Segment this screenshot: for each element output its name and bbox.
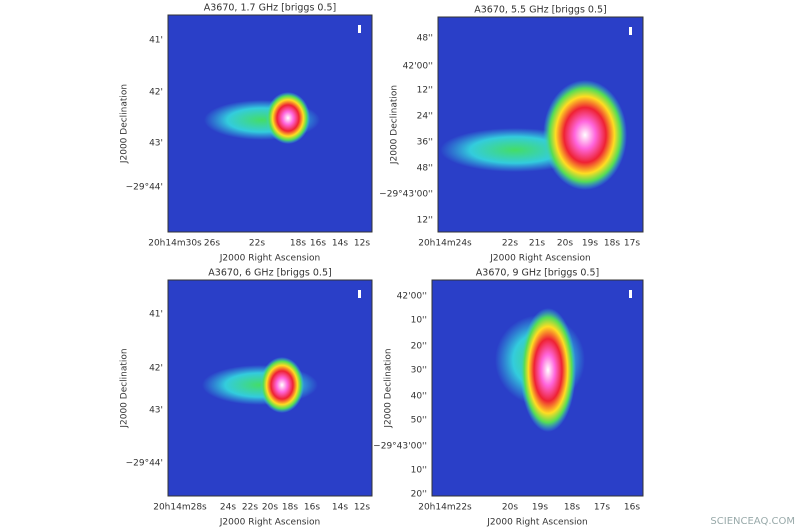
y-tick-label: 12'' (417, 86, 433, 96)
x-tick-label: 20h14m22s (418, 503, 472, 513)
beam-marker (358, 25, 361, 33)
y-axis-label: J2000 Declination (120, 348, 130, 428)
x-axis-label: J2000 Right Ascension (486, 518, 587, 528)
y-tick-label: 20'' (411, 490, 427, 500)
image-frame (437, 16, 644, 233)
y-tick-label: 10'' (411, 316, 427, 326)
x-tick-label: 16s (310, 239, 326, 249)
x-tick-label: 20s (262, 503, 278, 513)
panel-title: A3670, 6 GHz [briggs 0.5] (208, 268, 331, 279)
x-axis-label: J2000 Right Ascension (489, 254, 590, 264)
x-tick-label: 18s (290, 239, 306, 249)
image-frame (167, 14, 373, 233)
y-tick-label: 30'' (411, 366, 427, 376)
beam-marker (629, 290, 632, 298)
y-tick-label: 20'' (411, 342, 427, 352)
y-tick-label: 12'' (417, 216, 433, 226)
x-tick-label: 20h14m24s (418, 239, 472, 249)
y-tick-label: 50'' (411, 416, 427, 426)
x-tick-label: 20s (502, 503, 518, 513)
x-tick-label: 22s (242, 503, 258, 513)
x-tick-label: 19s (532, 503, 548, 513)
x-tick-label: 18s (282, 503, 298, 513)
y-tick-label: −29°44' (126, 183, 163, 193)
panel-title: A3670, 9 GHz [briggs 0.5] (476, 268, 599, 279)
y-tick-label: −29°43'00'' (379, 190, 433, 200)
x-tick-label: 22s (502, 239, 518, 249)
y-tick-label: −29°44' (126, 459, 163, 469)
y-tick-label: 36'' (417, 138, 433, 148)
beam-marker (629, 27, 632, 35)
panel-title: A3670, 1.7 GHz [briggs 0.5] (204, 3, 336, 14)
y-tick-label: 43' (149, 139, 163, 149)
y-tick-label: 10'' (411, 466, 427, 476)
x-tick-label: 18s (564, 503, 580, 513)
image-frame (431, 279, 644, 497)
emission (260, 357, 304, 413)
x-axis-label: J2000 Right Ascension (219, 518, 320, 528)
x-tick-label: 14s (332, 503, 348, 513)
x-tick-label: 24s (220, 503, 236, 513)
x-tick-label: 22s (249, 239, 265, 249)
x-tick-label: 16s (624, 503, 640, 513)
x-tick-label: 21s (529, 239, 545, 249)
y-tick-label: −29°43'00'' (373, 442, 427, 452)
watermark: SCIENCEAQ.COM (710, 516, 795, 527)
x-tick-label: 18s (604, 239, 620, 249)
y-tick-label: 42'00'' (403, 62, 433, 72)
emission (543, 80, 627, 190)
x-tick-label: 19s (582, 239, 598, 249)
y-tick-label: 41' (149, 310, 163, 320)
x-tick-label: 20h14m30s (148, 239, 202, 249)
x-tick-label: 12s (354, 503, 370, 513)
emission (266, 92, 310, 144)
x-tick-label: 17s (594, 503, 610, 513)
x-axis-label: J2000 Right Ascension (219, 254, 320, 264)
x-tick-label: 16s (304, 503, 320, 513)
y-axis-label: J2000 Declination (120, 84, 130, 164)
y-tick-label: 42' (149, 88, 163, 98)
y-tick-label: 41' (149, 36, 163, 46)
y-tick-label: 48'' (417, 164, 433, 174)
y-tick-label: 24'' (417, 112, 433, 122)
panel-title: A3670, 5.5 GHz [briggs 0.5] (474, 5, 606, 16)
y-tick-label: 43' (149, 406, 163, 416)
x-tick-label: 17s (624, 239, 640, 249)
y-tick-label: 42'00'' (397, 292, 427, 302)
y-tick-label: 48'' (417, 34, 433, 44)
x-tick-label: 14s (332, 239, 348, 249)
x-tick-label: 20h14m28s (153, 503, 207, 513)
y-axis-label: J2000 Declination (390, 85, 400, 165)
y-tick-label: 42' (149, 364, 163, 374)
x-tick-label: 20s (557, 239, 573, 249)
beam-marker (358, 290, 361, 298)
emission (520, 308, 576, 432)
y-tick-label: 40'' (411, 392, 427, 402)
y-axis-label: J2000 Declination (384, 348, 394, 428)
x-tick-label: 26s (204, 239, 220, 249)
x-tick-label: 12s (354, 239, 370, 249)
image-frame (167, 279, 373, 497)
